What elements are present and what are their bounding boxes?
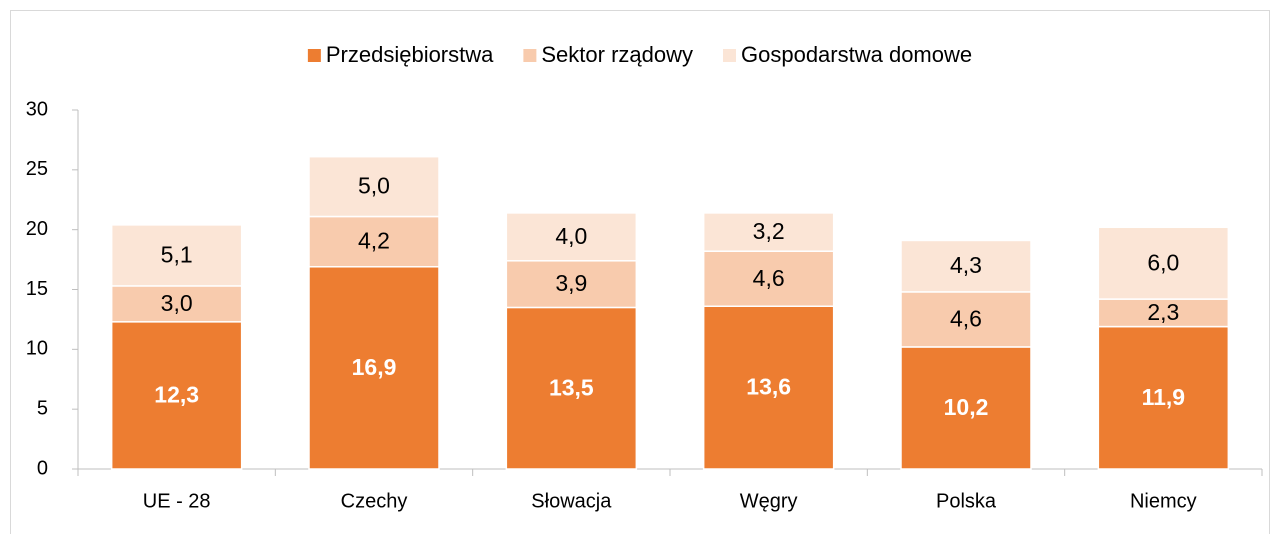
bar-segment [110, 285, 243, 323]
bar-segment [900, 346, 1032, 470]
bar-segment [702, 250, 835, 308]
y-tick-label: 15 [26, 278, 48, 300]
data-label: 4,6 [950, 305, 982, 331]
bar-segment [308, 155, 440, 218]
legend-swatch [723, 49, 737, 62]
bar-segment [308, 215, 440, 268]
x-tick-label: UE - 28 [143, 490, 211, 512]
y-tick-label: 25 [26, 158, 48, 180]
data-label: 4,3 [950, 252, 982, 278]
bar-segment [900, 239, 1032, 293]
x-tick-label: Polska [936, 490, 997, 512]
data-label: 13,5 [549, 374, 594, 400]
data-label: 11,9 [1142, 384, 1186, 410]
legend-swatch [307, 49, 321, 62]
y-tick-label: 5 [37, 397, 48, 419]
data-label: 13,6 [746, 374, 791, 400]
legend-item: Sektor rządowy [523, 42, 693, 67]
data-label: 3,2 [753, 218, 785, 244]
data-label: 10,2 [944, 394, 989, 420]
bar-segment [1097, 325, 1230, 470]
data-label: 3,0 [161, 290, 193, 316]
data-label: 4,0 [555, 223, 587, 249]
data-label: 5,0 [358, 173, 390, 199]
bar-segment [505, 260, 638, 309]
bar-segment [1097, 298, 1230, 328]
bar-segment [1097, 226, 1230, 300]
y-tick-label: 20 [26, 218, 48, 240]
data-label: 6,0 [1147, 249, 1179, 275]
legend-item: Gospodarstwa domowe [723, 42, 972, 67]
x-tick-label: Czechy [341, 490, 408, 512]
legend-label: Gospodarstwa domowe [741, 42, 972, 67]
bar-segment [110, 321, 243, 470]
data-label: 16,9 [352, 354, 397, 380]
data-label: 12,3 [154, 381, 199, 407]
data-label: 4,6 [753, 265, 785, 291]
y-tick-label: 10 [26, 338, 48, 360]
bar-segment [505, 306, 638, 470]
bar-segment [702, 212, 835, 252]
x-tick-label: Węgry [740, 490, 798, 512]
bar-segment [110, 224, 243, 287]
bar-segment [505, 212, 638, 262]
x-tick-label: Niemcy [1130, 490, 1197, 512]
bar-segment [900, 291, 1032, 348]
legend-label: Przedsiębiorstwa [326, 42, 494, 67]
bar-segment [308, 266, 440, 470]
y-tick-label: 30 [26, 98, 48, 120]
legend-swatch [523, 49, 537, 62]
legend-label: Sektor rządowy [541, 42, 693, 67]
data-label: 5,1 [161, 241, 193, 267]
legend-item: Przedsiębiorstwa [307, 42, 494, 67]
data-label: 3,9 [555, 270, 587, 296]
y-tick-label: 0 [37, 457, 48, 479]
bar-segment [702, 305, 835, 470]
data-label: 2,3 [1147, 299, 1179, 325]
data-label: 4,2 [358, 228, 390, 254]
x-tick-label: Słowacja [531, 490, 612, 512]
